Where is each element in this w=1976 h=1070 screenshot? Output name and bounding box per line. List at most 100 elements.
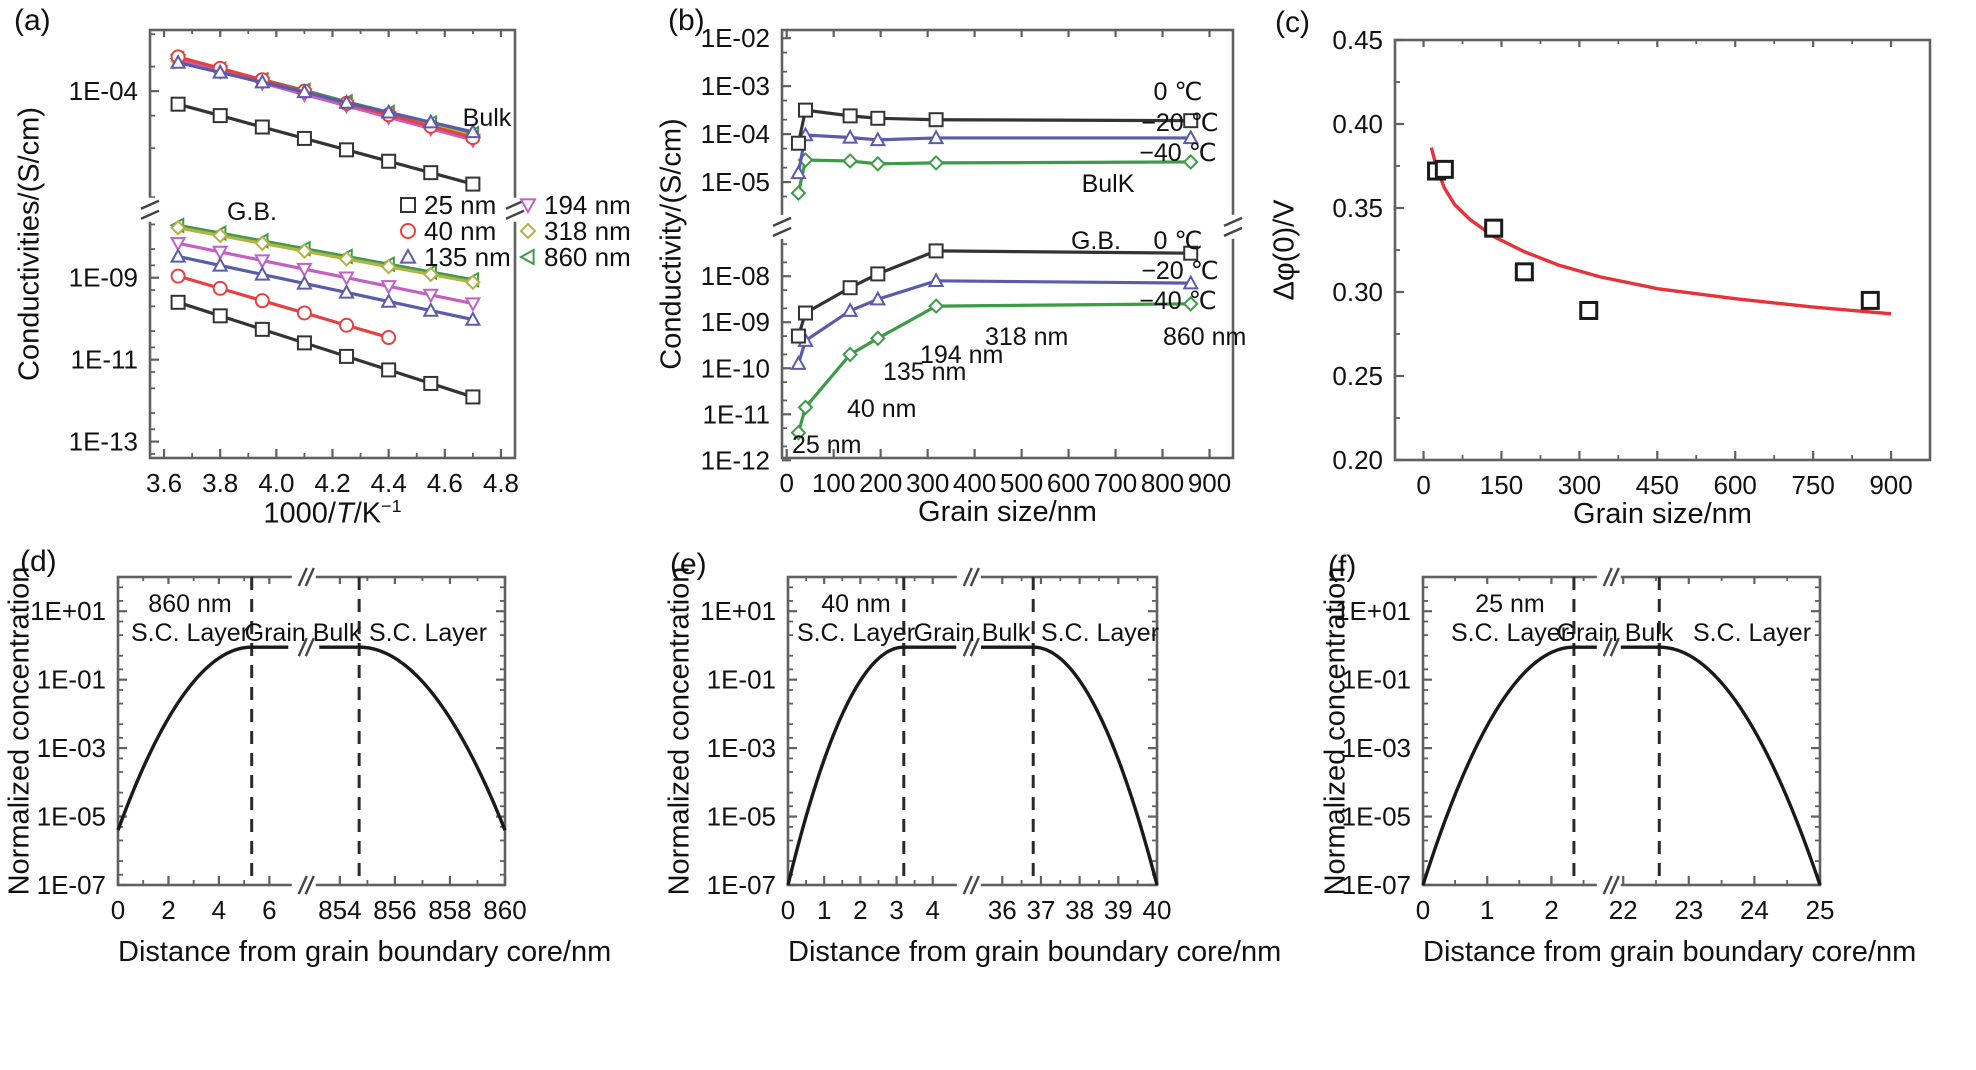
svg-text:900: 900 [1869, 470, 1912, 500]
svg-text:G.B.: G.B. [1071, 227, 1121, 255]
svg-text:25: 25 [1806, 895, 1835, 925]
svg-text:38: 38 [1065, 895, 1094, 925]
svg-text:3.8: 3.8 [202, 468, 238, 498]
x-axis-title-b: Grain size/nm [782, 496, 1233, 529]
svg-text:S.C. Layer: S.C. Layer [369, 619, 487, 647]
svg-text:−20 ℃: −20 ℃ [1141, 257, 1218, 285]
svg-text:1E-11: 1E-11 [703, 399, 770, 429]
svg-text:4.8: 4.8 [483, 468, 519, 498]
svg-text:4.6: 4.6 [427, 468, 463, 498]
svg-text:318 nm: 318 nm [985, 323, 1068, 351]
svg-text:1E-03: 1E-03 [37, 733, 106, 763]
x-axis-title-text-d: Distance from grain boundary core/nm [118, 936, 612, 968]
svg-text:1E-03: 1E-03 [707, 733, 776, 763]
svg-text:1E-08: 1E-08 [701, 261, 770, 291]
svg-text:4.2: 4.2 [314, 468, 350, 498]
svg-text:−40 ℃: −40 ℃ [1139, 139, 1216, 167]
svg-text:1E-01: 1E-01 [1342, 665, 1411, 695]
svg-text:1E-01: 1E-01 [707, 665, 776, 695]
svg-text:150: 150 [1480, 470, 1523, 500]
svg-text:0: 0 [111, 895, 125, 925]
svg-text:194 nm: 194 nm [920, 341, 1003, 369]
x-axis-title-f: Distance from grain boundary core/nm [1423, 936, 1916, 969]
svg-text:0: 0 [781, 895, 795, 925]
svg-text:S.C. Layer: S.C. Layer [131, 619, 249, 647]
svg-text:1E-09: 1E-09 [69, 263, 138, 293]
svg-text:BulK: BulK [1082, 170, 1135, 198]
svg-text:135 nm: 135 nm [424, 242, 511, 272]
svg-text:40 nm: 40 nm [821, 590, 890, 618]
svg-text:135 nm: 135 nm [883, 358, 966, 386]
x-axis-title-text-a: /K [353, 497, 382, 530]
panel-a: (a) Conductivities/(S/cm) 3.6 3.8 4.0 4.2 4.… [0, 0, 660, 545]
svg-text:Grain Bulk: Grain Bulk [245, 619, 362, 647]
svg-text:1E-07: 1E-07 [37, 870, 106, 900]
svg-text:1E-07: 1E-07 [707, 870, 776, 900]
svg-text:1: 1 [1480, 895, 1494, 925]
svg-text:1E-05: 1E-05 [37, 802, 106, 832]
svg-text:0 ℃: 0 ℃ [1154, 227, 1203, 255]
svg-text:−20 ℃: −20 ℃ [1141, 109, 1218, 137]
svg-text:1E-09: 1E-09 [701, 307, 770, 337]
svg-text:G.B.: G.B. [227, 198, 277, 226]
svg-text:Grain Bulk: Grain Bulk [1557, 619, 1674, 647]
svg-text:0.35: 0.35 [1332, 193, 1383, 223]
svg-text:37: 37 [1026, 895, 1055, 925]
svg-text:1E+01: 1E+01 [1335, 596, 1411, 626]
svg-text:4.0: 4.0 [258, 468, 294, 498]
svg-text:1E-03: 1E-03 [1342, 733, 1411, 763]
svg-text:0 ℃: 0 ℃ [1154, 78, 1203, 106]
svg-text:300: 300 [906, 468, 949, 498]
svg-text:S.C. Layer: S.C. Layer [1041, 619, 1159, 647]
svg-text:318 nm: 318 nm [544, 216, 631, 246]
svg-text:23: 23 [1674, 895, 1703, 925]
panel-letter-e: (e) [670, 548, 707, 581]
x-axis-title-c: Grain size/nm [1395, 498, 1930, 531]
svg-text:−40 ℃: −40 ℃ [1139, 287, 1216, 315]
plot-d: 0 2 4 6 854 856 858 860 1E+01 1E-01 1E-03 1E-05 1E-0… [30, 567, 527, 925]
svg-text:860: 860 [483, 895, 526, 925]
svg-text:860 nm: 860 nm [544, 242, 631, 272]
plot-e: 0 1 2 3 4 36 37 38 39 40 1E+01 1E-01 1E-03 1E-05 1E-07… [700, 567, 1171, 925]
svg-text:1E-10: 1E-10 [701, 353, 770, 383]
svg-text:1E-12: 1E-12 [701, 445, 770, 475]
x-axis-title-pre-a: 1000/ [263, 497, 336, 530]
x-axis-title-text-c: Grain size/nm [1573, 498, 1752, 530]
x-axis-title-italic-a: T [335, 497, 354, 530]
svg-text:600: 600 [1047, 468, 1090, 498]
x-axis-title-d: Distance from grain boundary core/nm [118, 936, 611, 969]
x-axis-title-text-b: Grain size/nm [918, 496, 1097, 528]
panel-c: (c) Δφ(0)/V 0 150 300 450 600 750 900 0.45 0.40 0… [1255, 0, 1976, 545]
svg-text:6: 6 [262, 895, 276, 925]
svg-text:40 nm: 40 nm [847, 395, 916, 423]
svg-text:25 nm: 25 nm [792, 431, 861, 459]
panel-b: (b) Conductivity/(S/cm) 0 100 200 300 400 500… [530, 0, 1270, 545]
svg-text:0.45: 0.45 [1332, 25, 1383, 55]
svg-text:1E-04: 1E-04 [69, 76, 138, 106]
svg-text:4.4: 4.4 [371, 468, 407, 498]
svg-text:1E-05: 1E-05 [701, 167, 770, 197]
svg-text:0: 0 [1416, 470, 1430, 500]
svg-text:1E-03: 1E-03 [701, 71, 770, 101]
svg-text:0.40: 0.40 [1332, 109, 1383, 139]
svg-text:0.25: 0.25 [1332, 361, 1383, 391]
svg-text:Grain Bulk: Grain Bulk [914, 619, 1031, 647]
svg-text:854: 854 [318, 895, 361, 925]
svg-text:1: 1 [817, 895, 831, 925]
panel-letter-b: (b) [668, 4, 705, 37]
svg-text:2: 2 [161, 895, 175, 925]
svg-text:1E+01: 1E+01 [700, 596, 776, 626]
svg-text:36: 36 [988, 895, 1017, 925]
svg-text:1E-04: 1E-04 [701, 119, 770, 149]
svg-text:200: 200 [859, 468, 902, 498]
panel-letter-f: (f) [1328, 550, 1357, 583]
plot-c: 0 150 300 450 600 750 900 0.45 0.40 0.35 0.30 0.25 0… [1332, 25, 1932, 500]
svg-text:1E-05: 1E-05 [1342, 802, 1411, 832]
svg-text:400: 400 [953, 468, 996, 498]
svg-text:0.30: 0.30 [1332, 277, 1383, 307]
panel-letter-d: (d) [20, 545, 57, 578]
x-axis-title-e: Distance from grain boundary core/nm [788, 936, 1281, 969]
svg-text:1E-01: 1E-01 [37, 665, 106, 695]
